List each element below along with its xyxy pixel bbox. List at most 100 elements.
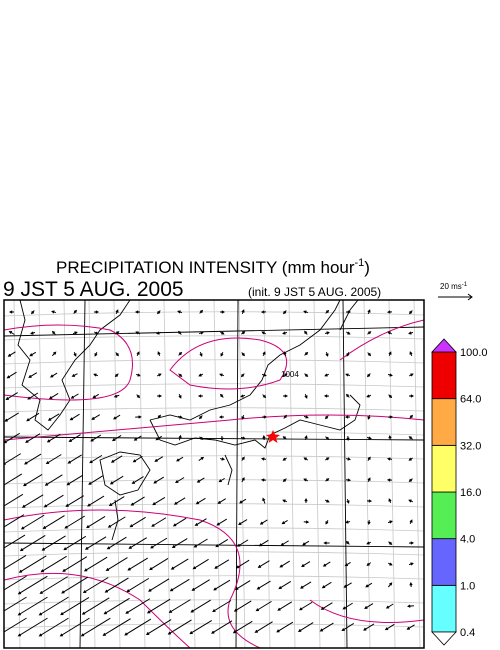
wind-arrow (386, 478, 393, 482)
pressure-contour (4, 414, 424, 441)
wind-arrow (218, 477, 225, 483)
wind-arrow (46, 433, 61, 443)
location-star (266, 430, 280, 443)
colorbar-segment (431, 584, 457, 633)
model-grid-line (213, 300, 221, 648)
map-area (4, 300, 424, 648)
wind-arrow (283, 351, 287, 357)
wind-arrow (104, 577, 129, 593)
wind-arrow (262, 351, 266, 357)
coastline (149, 394, 361, 449)
wind-arrow (408, 436, 413, 440)
model-grid-line (4, 599, 424, 605)
wind-arrow (67, 454, 82, 464)
wind-arrow (324, 373, 330, 377)
wind-arrow (146, 598, 171, 614)
wind-arrow (4, 575, 27, 591)
wind-arrow (323, 394, 330, 398)
wind-arrow (30, 310, 35, 315)
wind-arrow (256, 580, 271, 590)
wind-arrow (215, 539, 229, 548)
wind-arrow (68, 434, 81, 442)
wind-arrow (176, 456, 184, 462)
wind-arrow (298, 601, 313, 611)
wind-arrow (156, 373, 162, 377)
wind-arrow (4, 596, 27, 612)
wind-arrow (129, 516, 146, 528)
wind-arrow (282, 310, 287, 315)
wind-arrow (407, 604, 415, 608)
model-grid-line (38, 300, 46, 648)
wind-arrow (196, 477, 205, 483)
wind-arrow (65, 495, 84, 507)
wind-arrow (193, 538, 208, 548)
wind-arrow (198, 415, 203, 420)
wind-arrow (5, 392, 18, 400)
wind-arrow (233, 600, 252, 612)
wind-arrow (38, 617, 69, 637)
title-close: ) (364, 258, 370, 277)
wind-arrow (47, 413, 60, 421)
wind-arrow (321, 581, 332, 589)
wind-arrow (198, 331, 204, 335)
wind-arrow (8, 330, 15, 335)
wind-arrow (367, 414, 371, 420)
wind-arrow (197, 394, 204, 398)
model-grid-line (4, 407, 424, 413)
wind-arrow (409, 519, 413, 525)
wind-arrow (23, 473, 43, 487)
wind-arrow (303, 478, 309, 482)
wind-arrow (261, 415, 268, 419)
wind-arrow (63, 535, 87, 551)
wind-arrow (366, 436, 372, 440)
wind-arrow (109, 475, 124, 485)
wind-arrow (325, 436, 330, 441)
wind-arrow (149, 558, 169, 571)
model-grid-line (4, 335, 424, 341)
wind-arrow (366, 541, 372, 545)
wind-arrow (152, 496, 166, 506)
wind-arrow (235, 559, 250, 569)
wind-arrow (213, 579, 231, 591)
model-grid-line (188, 300, 196, 648)
parallel (4, 542, 424, 548)
model-grid-line (313, 300, 321, 648)
wind-arrow (257, 560, 270, 568)
colorbar-label: 64.0 (460, 394, 481, 406)
wind-arrow (304, 351, 309, 356)
wind-arrow (94, 331, 99, 335)
wind-arrow (84, 536, 107, 550)
colorbar-label: 100.0 (460, 347, 488, 359)
wind-arrow (62, 556, 88, 572)
wind-arrow (388, 351, 392, 357)
pressure-contour (4, 324, 133, 401)
wind-arrow (342, 602, 353, 610)
map-annotation: 1004 (281, 370, 299, 379)
wind-arrow (346, 331, 351, 335)
wind-arrow (26, 412, 40, 422)
wind-arrow (17, 617, 48, 637)
colorbar: 0.4 1.0 4.0 16.0 32.0 64.0 100.0 (431, 338, 488, 646)
wind-arrow (363, 623, 375, 631)
wind-arrow (367, 309, 371, 315)
wind-arrow (17, 575, 48, 595)
wind-arrow (124, 618, 152, 636)
wind-arrow (175, 477, 185, 484)
colorbar-segment (431, 491, 457, 540)
meridian (235, 300, 239, 648)
wind-arrow (324, 415, 329, 420)
wind-arrow (80, 617, 111, 637)
wind-arrow (261, 331, 266, 335)
wind-arrow (19, 535, 46, 552)
wind-arrow (387, 582, 393, 588)
wind-arrow (18, 555, 47, 573)
wind-arrow (44, 474, 63, 486)
wind-arrow (127, 557, 148, 571)
wind-arrow (4, 534, 26, 549)
wind-arrow (303, 520, 310, 524)
coastline (149, 300, 341, 421)
model-grid-line (113, 300, 121, 648)
model-grid-line (288, 300, 296, 648)
wind-arrow (133, 435, 142, 441)
